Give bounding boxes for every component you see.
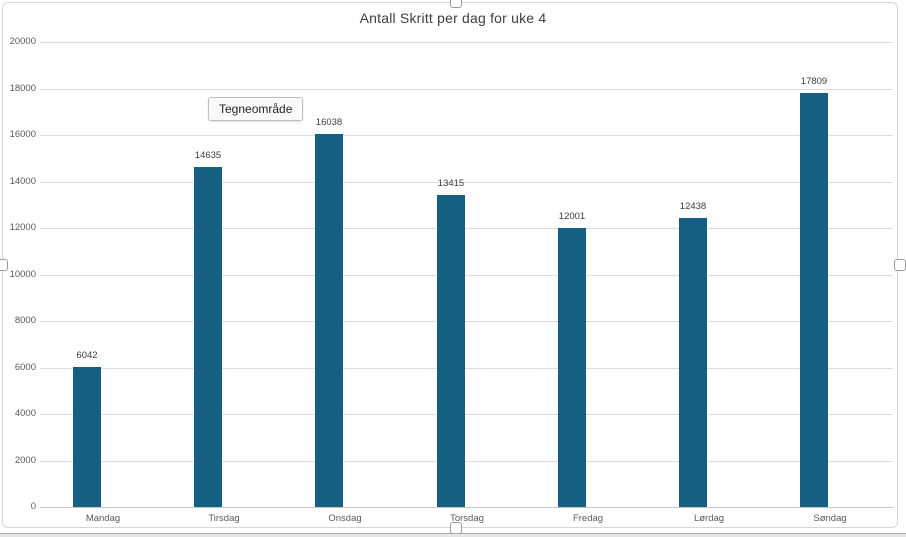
x-axis-tick-label: Søndag — [813, 513, 847, 524]
y-axis-tick-label: 16000 — [9, 129, 36, 140]
y-axis-tick-label: 4000 — [14, 408, 36, 419]
selection-handle-right[interactable] — [894, 259, 906, 271]
bar-onsdag[interactable] — [315, 134, 343, 507]
data-label: 12438 — [679, 201, 707, 212]
gridline — [40, 42, 893, 43]
gridline — [40, 275, 893, 276]
gridline — [40, 461, 893, 462]
bar-søndag[interactable] — [800, 93, 828, 507]
gridline — [40, 368, 893, 369]
gridline — [40, 414, 893, 415]
selection-handle-top[interactable] — [450, 0, 462, 8]
bar-fredag[interactable] — [558, 228, 586, 507]
data-label: 13415 — [437, 178, 465, 189]
y-axis-tick-label: 6000 — [14, 362, 36, 373]
gridline — [40, 135, 893, 136]
bar-mandag[interactable] — [73, 367, 101, 507]
x-axis-tick-label: Fredag — [572, 513, 604, 524]
x-axis-tick-label: Lørdag — [693, 513, 725, 524]
worksheet-edge-line — [0, 533, 906, 534]
worksheet-edge-fill — [0, 534, 906, 537]
data-label: 12001 — [558, 211, 586, 222]
selection-handle-left[interactable] — [0, 259, 8, 271]
y-axis-tick-label: 20000 — [9, 36, 36, 47]
data-label: 6042 — [76, 350, 98, 361]
y-axis-tick-label: 12000 — [9, 222, 36, 233]
data-label: 16038 — [315, 117, 343, 128]
gridline — [40, 182, 893, 183]
y-axis-tick-label: 18000 — [9, 83, 36, 94]
data-label: 14635 — [194, 150, 222, 161]
x-axis-tick-label: Onsdag — [328, 513, 362, 524]
y-axis-tick-label: 10000 — [9, 269, 36, 280]
y-axis-tick-label: 2000 — [14, 455, 36, 466]
bar-tirsdag[interactable] — [194, 167, 222, 507]
y-axis-tick-label: 0 — [30, 501, 36, 512]
x-axis-tick-label: Torsdag — [450, 513, 484, 524]
gridline — [40, 89, 893, 90]
x-axis-tick-label: Mandag — [85, 513, 121, 524]
chart-title[interactable]: Antall Skritt per dag for uke 4 — [359, 10, 547, 26]
gridline — [40, 228, 893, 229]
y-axis-tick-label: 8000 — [14, 315, 36, 326]
data-label: 17809 — [800, 76, 828, 87]
x-axis-line — [40, 507, 893, 508]
bar-torsdag[interactable] — [437, 195, 465, 507]
y-axis-tick-label: 14000 — [9, 176, 36, 187]
plot-area-tooltip: Tegneområde — [208, 97, 304, 121]
gridline — [40, 321, 893, 322]
bar-lørdag[interactable] — [679, 218, 707, 507]
x-axis-tick-label: Tirsdag — [208, 513, 240, 524]
